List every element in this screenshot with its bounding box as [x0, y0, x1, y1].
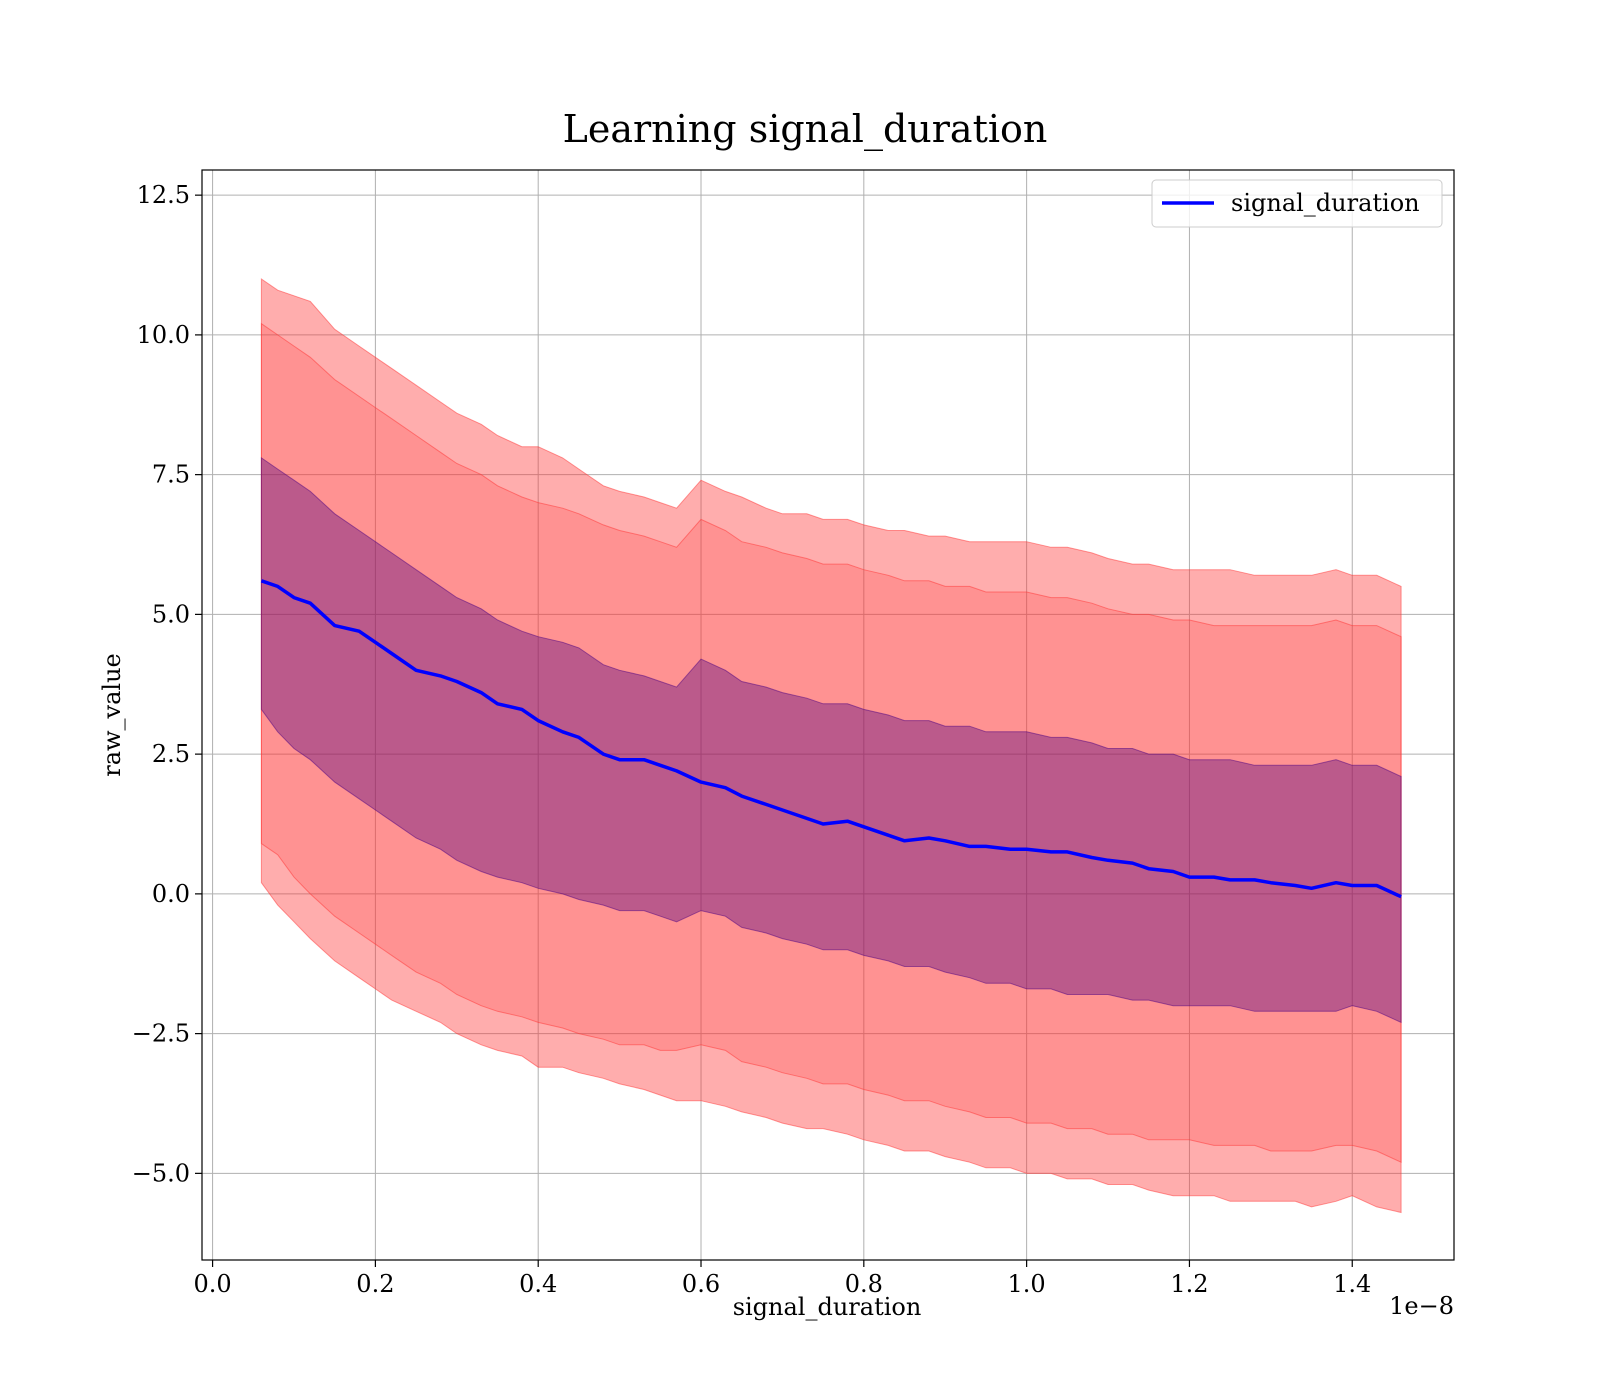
x-tick-label: 1.0 — [1008, 1270, 1046, 1298]
chart-title: Learning signal_duration — [563, 107, 1048, 152]
x-tick-label: 0.4 — [519, 1270, 557, 1298]
x-tick-label: 0.0 — [193, 1270, 231, 1298]
y-tick-label: 2.5 — [152, 740, 190, 768]
series-lines — [260, 579, 1402, 899]
legend: signal_duration — [1151, 179, 1443, 228]
x-tick-label: 1.4 — [1333, 1270, 1371, 1298]
x-tick-label: 1.2 — [1170, 1270, 1208, 1298]
y-tick-label: 10.0 — [137, 321, 190, 349]
y-axis-label: raw_value — [98, 653, 126, 777]
legend-label: signal_duration — [1231, 189, 1420, 217]
y-tick-label: 7.5 — [152, 461, 190, 489]
x-tick-label: 0.8 — [845, 1270, 883, 1298]
confidence-band-3 — [260, 456, 1402, 1024]
y-tick-label: 12.5 — [137, 181, 190, 209]
legend-box — [1151, 179, 1443, 228]
x-axis-ticks: 0.0 0.2 0.4 0.6 0.8 1.0 1.2 1.4 — [193, 1260, 1371, 1298]
y-tick-label: 0.0 — [152, 880, 190, 908]
confidence-bands — [260, 278, 1402, 1214]
plot-frame — [201, 169, 1455, 1261]
x-tick-label: 0.2 — [356, 1270, 394, 1298]
series-line-signal-duration — [260, 579, 1402, 899]
confidence-band-1 — [260, 278, 1402, 1214]
y-tick-label: −5.0 — [132, 1159, 190, 1187]
y-axis-ticks: −5.0 −2.5 0.0 2.5 5.0 7.5 10.0 12.5 — [132, 181, 202, 1187]
y-tick-label: 5.0 — [152, 600, 190, 628]
x-tick-label: 0.6 — [682, 1270, 720, 1298]
y-tick-label: −2.5 — [132, 1020, 190, 1048]
x-axis-offset-text: 1e−8 — [1389, 1292, 1454, 1320]
x-axis-label: signal_duration — [733, 1293, 922, 1321]
grid — [202, 170, 1454, 1260]
confidence-band-2 — [260, 322, 1402, 1163]
